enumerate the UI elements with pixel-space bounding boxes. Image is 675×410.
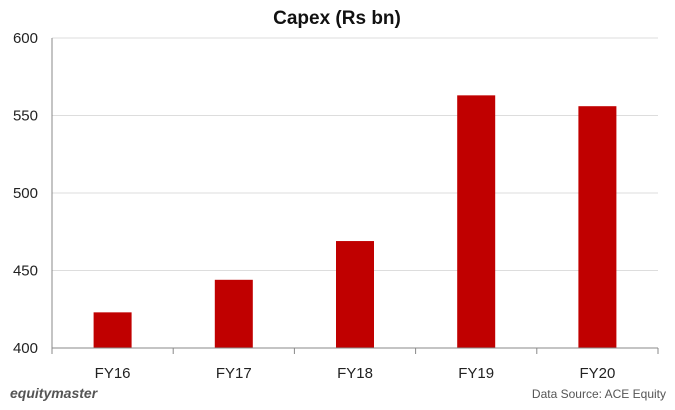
bar-fy18 <box>336 241 374 348</box>
x-tick-label: FY19 <box>458 365 494 382</box>
y-tick-label: 550 <box>13 108 38 125</box>
brand-logo: equitymaster <box>10 385 99 401</box>
data-source: Data Source: ACE Equity <box>532 387 666 401</box>
bar-fy17 <box>214 279 253 348</box>
y-tick-label: 450 <box>13 263 38 280</box>
x-tick-label: FY17 <box>216 365 252 382</box>
gridlines <box>52 37 658 271</box>
bar-fy19 <box>457 95 496 348</box>
x-axis-ticks: FY16 FY17 FY18 FY19 FY20 <box>51 348 659 382</box>
bar-fy20 <box>578 106 617 348</box>
x-tick-label: FY16 <box>95 365 131 382</box>
x-tick-label: FY18 <box>337 365 373 382</box>
bar-fy16 <box>93 312 132 348</box>
bars <box>93 95 617 348</box>
y-tick-label: 600 <box>13 30 38 47</box>
y-axis-ticks: 400 450 500 550 600 <box>13 30 38 357</box>
x-tick-label: FY20 <box>579 365 615 382</box>
y-tick-label: 400 <box>13 340 38 357</box>
y-tick-label: 500 <box>13 185 38 202</box>
chart-title: Capex (Rs bn) <box>273 8 401 29</box>
